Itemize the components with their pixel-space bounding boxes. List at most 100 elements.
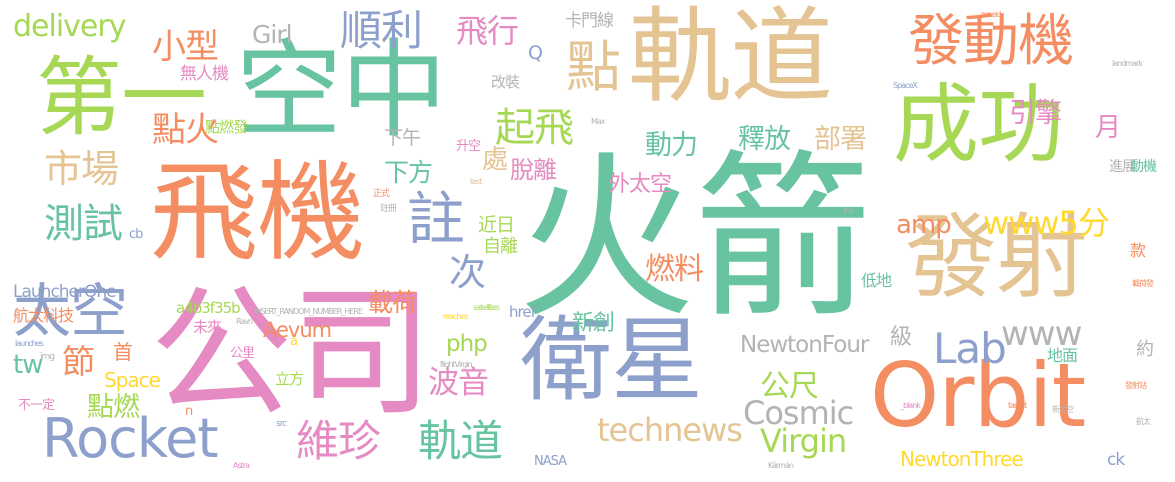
word: 卡門線: [565, 11, 614, 31]
word: 升空: [456, 139, 481, 154]
word: src: [276, 419, 287, 429]
word: 衛星: [520, 307, 703, 414]
word: delivery: [13, 9, 126, 44]
word: 第一: [36, 48, 207, 148]
word: NASA: [534, 454, 567, 469]
word: tw: [13, 350, 43, 380]
word: Ravn: [236, 317, 253, 326]
word: Orbit: [870, 344, 1086, 447]
word: ck: [1107, 450, 1125, 470]
word: 市場: [44, 147, 119, 191]
word: n: [185, 404, 193, 419]
word: 測試: [44, 201, 123, 247]
word: 無人機: [180, 64, 229, 84]
word: 註: [407, 185, 465, 253]
word: 約: [1136, 339, 1154, 360]
word: NewtonThree: [900, 447, 1024, 471]
word: 載荷發: [1132, 279, 1154, 288]
word: Kármán: [768, 461, 794, 470]
word: 次: [449, 251, 486, 294]
word: Aevum: [263, 318, 332, 342]
word: img: [40, 352, 55, 362]
word: 下午: [384, 127, 421, 149]
word: launches: [15, 339, 44, 348]
word: 點燃: [87, 392, 140, 423]
word: 改裝: [491, 73, 520, 91]
word: 近日: [478, 214, 515, 236]
word: amp: [896, 210, 952, 240]
word: 發動機: [908, 9, 1074, 74]
word: 處: [482, 145, 508, 175]
word: a: [290, 334, 298, 349]
word: LauncherOne: [13, 282, 117, 302]
word: Cosmic: [743, 394, 854, 432]
word: SpaceX: [893, 81, 918, 90]
word: 點燃發: [205, 118, 248, 136]
word: www5分: [983, 204, 1110, 242]
word: landmark: [1112, 59, 1143, 68]
word: 波音: [428, 365, 489, 401]
word: Space: [104, 368, 161, 392]
word: 飛機: [150, 151, 365, 276]
word: 首: [113, 340, 133, 364]
word: zoneid: [980, 10, 1001, 19]
word: Q: [528, 42, 543, 64]
word: flightVirgin: [440, 360, 473, 369]
word: 部署: [814, 124, 867, 155]
word: 外太空: [608, 172, 672, 197]
word: line: [843, 206, 854, 215]
word: Max: [591, 117, 606, 126]
word: 起飛: [495, 105, 574, 151]
word: 未來: [193, 318, 222, 336]
word: 航太: [1136, 417, 1151, 426]
word: 地面: [1047, 346, 1078, 365]
word: 級: [890, 325, 912, 350]
word: 軌道: [418, 417, 503, 467]
word: Rocket: [42, 407, 219, 470]
word: 脫離: [510, 156, 557, 184]
word: Girl: [252, 20, 293, 49]
word: 動機: [1130, 159, 1157, 175]
word: 低地: [861, 271, 892, 290]
word: 月: [1095, 113, 1121, 143]
word: 不一定: [18, 398, 55, 413]
word: 燃料: [645, 252, 704, 287]
word: 正式: [373, 189, 390, 199]
word: 火箭: [517, 135, 872, 342]
word: 引擎: [1009, 98, 1062, 129]
word: 發射: [905, 204, 1088, 311]
word: 公里: [230, 346, 255, 361]
word: cb: [129, 227, 143, 242]
word: 釋放: [738, 124, 791, 155]
word: php: [446, 331, 488, 357]
word: target: [1008, 401, 1027, 410]
word: 順利: [340, 6, 423, 55]
word: Virgin: [760, 422, 847, 460]
word: 載荷: [368, 288, 417, 317]
word: 點火: [152, 110, 219, 150]
word: 下方: [384, 158, 433, 187]
word: technews: [597, 411, 743, 449]
word: 立方: [275, 370, 304, 388]
word: NewtonFour: [740, 332, 869, 358]
word: test: [470, 177, 482, 186]
word: 空中: [236, 29, 447, 152]
word: 發射站: [1125, 381, 1147, 390]
word: 點: [566, 35, 621, 99]
word: Lab: [933, 324, 1007, 373]
word: 動力: [645, 130, 698, 161]
word: 航太科技: [13, 306, 74, 325]
word: 註冊: [380, 204, 397, 214]
word: 款: [1130, 241, 1146, 260]
word: INSERT_RANDOM_NUMBER_HERE: [254, 307, 363, 316]
word: 進展: [1109, 159, 1136, 175]
word: 軌道: [628, 0, 833, 117]
word: 新太空: [1052, 405, 1074, 414]
word: 小型: [152, 27, 219, 67]
word: 太空: [13, 277, 128, 345]
word: 公尺: [760, 369, 819, 404]
word: 維珍: [296, 417, 381, 467]
word: href: [509, 303, 536, 321]
word: 自離: [483, 236, 518, 257]
